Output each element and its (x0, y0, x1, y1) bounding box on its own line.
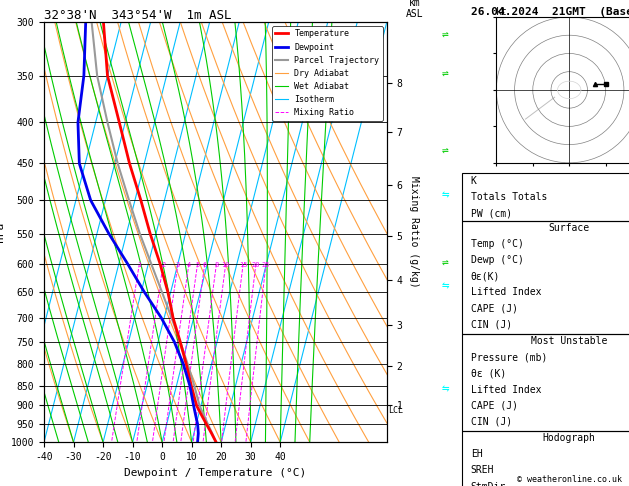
Text: Surface: Surface (548, 223, 590, 233)
Text: Hodograph: Hodograph (543, 433, 596, 443)
X-axis label: Dewpoint / Temperature (°C): Dewpoint / Temperature (°C) (125, 468, 306, 478)
Text: 2: 2 (161, 262, 165, 268)
Text: 10: 10 (221, 262, 230, 268)
Text: ⇋: ⇋ (442, 279, 448, 292)
Text: Lifted Index: Lifted Index (471, 384, 542, 395)
Text: θε(K): θε(K) (471, 271, 500, 281)
Text: 3: 3 (176, 262, 180, 268)
Y-axis label: Mixing Ratio (g/kg): Mixing Ratio (g/kg) (409, 176, 419, 288)
Text: 1: 1 (137, 262, 142, 268)
Text: ⇋: ⇋ (442, 382, 448, 395)
Text: StmDir: StmDir (471, 482, 506, 486)
Text: Totals Totals: Totals Totals (471, 192, 547, 202)
Text: PW (cm): PW (cm) (471, 208, 512, 218)
Text: 5: 5 (196, 262, 199, 268)
Text: Pressure (mb): Pressure (mb) (471, 352, 547, 362)
Text: K: K (471, 176, 477, 186)
Text: 8: 8 (214, 262, 218, 268)
Bar (462, 221, 629, 334)
Text: ⇋: ⇋ (442, 188, 448, 201)
Text: © weatheronline.co.uk: © weatheronline.co.uk (517, 474, 621, 484)
Text: SREH: SREH (471, 466, 494, 475)
Text: CAPE (J): CAPE (J) (471, 401, 518, 411)
Text: ⇌: ⇌ (442, 146, 448, 156)
Text: kt: kt (496, 7, 508, 17)
Text: 4: 4 (187, 262, 191, 268)
Text: CAPE (J): CAPE (J) (471, 304, 518, 313)
Text: 6: 6 (203, 262, 207, 268)
Text: Most Unstable: Most Unstable (531, 336, 608, 346)
Text: 26.04.2024  21GMT  (Base: 06): 26.04.2024 21GMT (Base: 06) (471, 7, 629, 17)
Text: EH: EH (471, 449, 482, 459)
Text: Lifted Index: Lifted Index (471, 287, 542, 297)
Text: 15: 15 (239, 262, 247, 268)
Text: 25: 25 (262, 262, 270, 268)
Text: Dewp (°C): Dewp (°C) (471, 255, 524, 265)
Bar (462, 173, 629, 221)
Text: 20: 20 (252, 262, 260, 268)
Text: LCL: LCL (388, 406, 403, 415)
Text: CIN (J): CIN (J) (471, 417, 512, 427)
Text: θε (K): θε (K) (471, 368, 506, 379)
Text: ⇌: ⇌ (442, 31, 448, 41)
Y-axis label: hPa: hPa (0, 222, 5, 242)
Bar (462, 334, 629, 432)
Legend: Temperature, Dewpoint, Parcel Trajectory, Dry Adiabat, Wet Adiabat, Isotherm, Mi: Temperature, Dewpoint, Parcel Trajectory… (272, 26, 382, 121)
Bar (462, 432, 629, 486)
Text: ⇌: ⇌ (442, 259, 448, 269)
Text: Temp (°C): Temp (°C) (471, 239, 524, 249)
Text: km
ASL: km ASL (406, 0, 424, 19)
Text: CIN (J): CIN (J) (471, 320, 512, 330)
Text: ⇌: ⇌ (442, 69, 448, 80)
Text: 32°38'N  343°54'W  1m ASL: 32°38'N 343°54'W 1m ASL (44, 9, 231, 22)
